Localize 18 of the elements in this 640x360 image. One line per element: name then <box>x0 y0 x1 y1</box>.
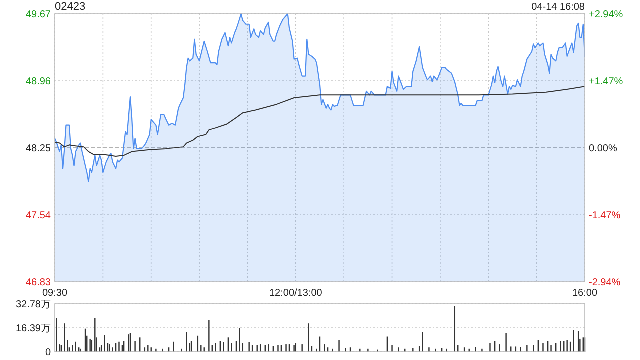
y2-tick-label: -2.94% <box>589 278 621 288</box>
y2-tick-label: -1.47% <box>589 210 621 222</box>
y-tick-label: 46.83 <box>26 278 52 288</box>
y-tick-label: 48.25 <box>26 144 52 154</box>
x-tick-label: 09:30 <box>42 288 68 299</box>
y-tick-label: 48.96 <box>26 76 52 88</box>
x-tick-label: 16:00 <box>572 288 598 299</box>
y-tick-label: 0 <box>45 348 52 358</box>
y2-tick-label: 0.00% <box>589 144 618 154</box>
x-tick-label: 12:00/13:00 <box>269 288 323 299</box>
chart-title: 02423 <box>55 1 86 13</box>
y-tick-label: 32.78万 <box>16 300 51 310</box>
y2-tick-label: +2.94% <box>589 10 624 20</box>
y2-tick-label: +1.47% <box>589 76 624 88</box>
y-tick-label: 47.54 <box>26 210 52 222</box>
y-tick-label: 49.67 <box>26 10 52 20</box>
y-tick-label: 16.39万 <box>16 324 51 334</box>
chart-subtitle: 04-14 16:08 <box>532 2 586 13</box>
